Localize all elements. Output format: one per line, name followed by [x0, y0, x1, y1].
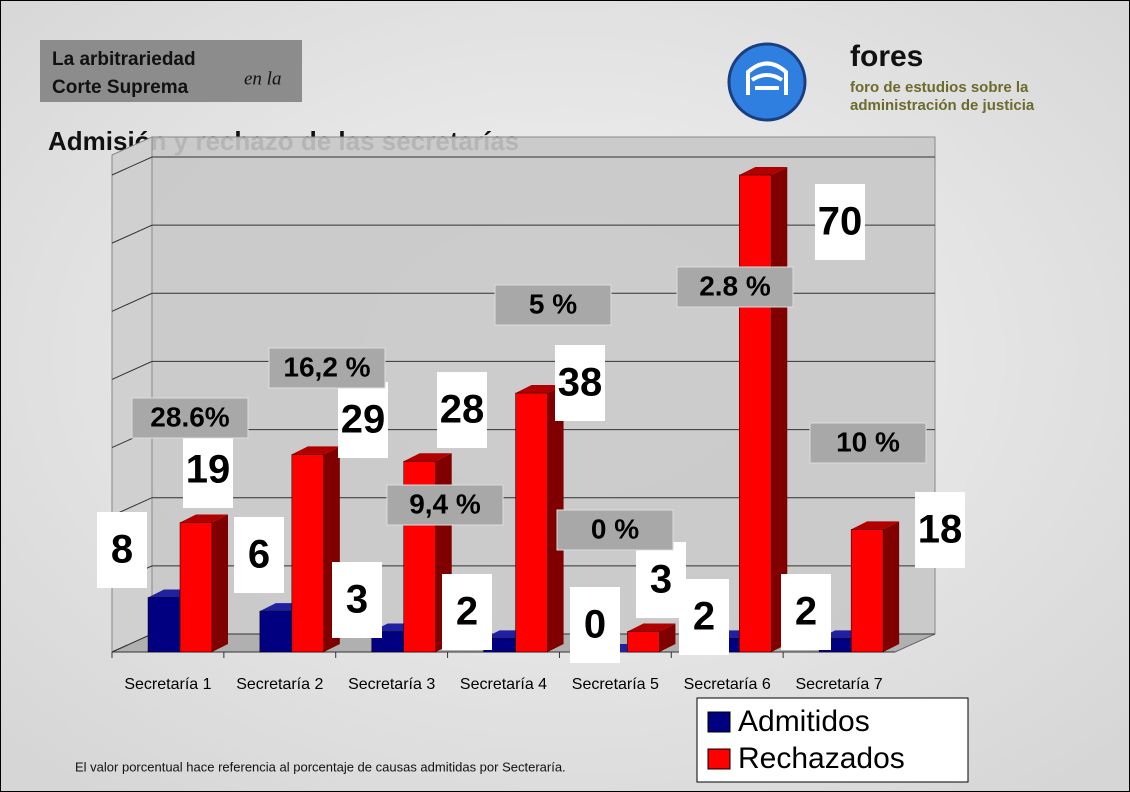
logo-name: fores [850, 40, 923, 73]
percent-label-box [131, 397, 249, 439]
bar-top [851, 521, 900, 530]
data-label: 28 [440, 388, 485, 432]
header-line: Corte Suprema [52, 77, 189, 98]
grid-line [111, 156, 935, 176]
bar-side [659, 623, 676, 652]
bar [627, 631, 660, 653]
data-label: 3 [650, 558, 672, 602]
bar-side [883, 521, 900, 652]
data-label: 3 [346, 578, 368, 622]
data-label-box [915, 492, 965, 568]
logo-icon [727, 42, 807, 122]
bar-top [739, 167, 788, 175]
legend-label: Admitidos [738, 705, 870, 738]
bar [291, 454, 325, 653]
header-line: La arbitrariedad [52, 49, 196, 70]
data-label: 8 [111, 528, 133, 572]
x-tick-label: Secretaría 3 [348, 676, 435, 693]
data-label: 19 [186, 448, 231, 492]
percent-label: 5 % [529, 288, 577, 319]
data-label: 2 [456, 590, 478, 634]
header-box [40, 40, 302, 102]
grid-line [111, 360, 935, 380]
percent-label: 10 % [836, 426, 900, 457]
data-label-box [183, 432, 233, 508]
data-label-box [338, 382, 388, 458]
bar [515, 392, 548, 653]
logo-symbol [746, 61, 788, 95]
bar-side [547, 385, 564, 652]
data-label-box [234, 517, 284, 593]
header-connector: en la [244, 68, 281, 89]
data-label: 0 [584, 603, 606, 647]
data-label-box [442, 574, 492, 650]
percent-label-box [268, 347, 386, 389]
bar-side [212, 514, 228, 652]
data-label: 29 [341, 398, 386, 442]
data-label-box [679, 579, 729, 655]
x-tick-label: Secretaría 1 [124, 676, 211, 693]
legend-swatch [707, 748, 731, 770]
data-label-box [781, 574, 831, 650]
percent-label: 2.8 % [699, 270, 771, 301]
bar [739, 174, 772, 653]
data-label: 18 [918, 508, 963, 552]
bar-top [627, 623, 676, 632]
bar [850, 529, 884, 653]
data-label: 2 [795, 590, 817, 634]
x-tick-label: Secretaría 6 [684, 676, 771, 693]
footnote: El valor porcentual hace referencia al p… [75, 759, 566, 774]
logo-tagline: administración de justicia [850, 97, 1035, 114]
percent-label-box [556, 509, 674, 551]
percent-label: 9,4 % [409, 488, 481, 519]
data-label: 6 [248, 533, 270, 577]
x-tick-label: Secretaría 7 [795, 676, 882, 693]
percent-label: 28.6% [150, 401, 229, 432]
percent-label-box [386, 484, 504, 526]
data-label-box [332, 562, 382, 638]
bar-top [180, 514, 228, 523]
bar-top [403, 453, 452, 462]
legend-swatch [707, 711, 731, 733]
legend-label: Rechazados [738, 742, 905, 775]
x-tick-label: Secretaría 4 [460, 676, 547, 693]
data-label: 38 [558, 361, 603, 405]
data-label-box [97, 512, 147, 588]
percent-label: 16,2 % [283, 351, 370, 382]
data-label: 70 [818, 200, 863, 244]
data-label-box [555, 345, 605, 421]
percent-label-box [494, 284, 612, 326]
bar [147, 597, 181, 653]
bar-top [291, 446, 340, 455]
data-label-box [437, 372, 487, 448]
grid-line [111, 292, 935, 312]
percent-label-box [676, 266, 794, 308]
percent-label: 0 % [591, 513, 639, 544]
data-label-box [570, 587, 620, 663]
bar-top [515, 385, 564, 394]
grid-line [111, 497, 935, 517]
bar [259, 610, 293, 653]
grid-line [111, 224, 935, 244]
data-label: 2 [693, 595, 715, 639]
data-label-box [636, 542, 686, 618]
legend [696, 697, 969, 783]
x-tick-label: Secretaría 2 [236, 676, 323, 693]
logo-tagline: foro de estudios sobre la [850, 79, 1029, 96]
percent-label-box [809, 422, 927, 464]
data-label-box [815, 184, 865, 260]
bar [179, 522, 213, 653]
x-tick-label: Secretaría 5 [572, 676, 659, 693]
